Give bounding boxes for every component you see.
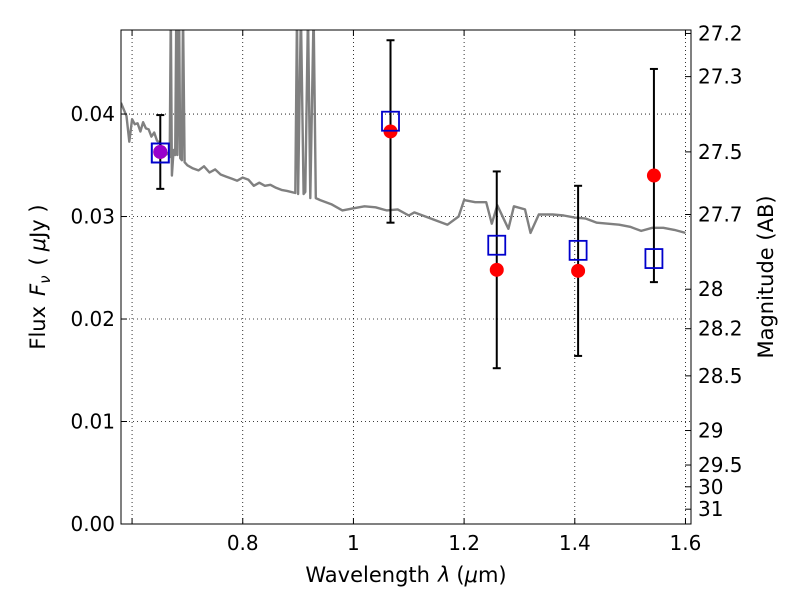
- y-tick-label: 0.01: [70, 410, 115, 434]
- y-tick-label: 0.04: [70, 102, 115, 126]
- model-flux-square: [644, 248, 664, 269]
- model-sed-line: [121, 30, 686, 235]
- y-tick-label: 0.03: [70, 205, 115, 229]
- y-axis-right-title: Magnitude (AB): [754, 195, 778, 358]
- right-tick-label: 29.5: [698, 453, 743, 477]
- plot-frame: [120, 29, 692, 525]
- plot-area: [121, 30, 686, 370]
- observed-flux-point: [571, 263, 586, 278]
- right-tick-label: 30: [698, 475, 723, 499]
- right-tick-label: 27.2: [698, 21, 743, 45]
- x-tick-label: 1: [347, 531, 360, 555]
- grid: [121, 30, 691, 525]
- right-tick-label: 27.5: [698, 140, 743, 164]
- y-tick-label: 0.02: [70, 307, 115, 331]
- model-flux-square: [487, 234, 507, 256]
- right-tick-label: 29: [698, 419, 723, 443]
- right-tick-label: 27.7: [698, 202, 743, 226]
- overlap-flux-point: [153, 144, 168, 159]
- right-tick-label: 28: [698, 277, 723, 301]
- x-tick-label: 1.4: [559, 531, 591, 555]
- observed-flux-point: [489, 262, 504, 277]
- y-tick-label: 0.00: [70, 512, 115, 536]
- right-tick-label: 27.3: [698, 65, 743, 89]
- observed-flux-point: [646, 168, 661, 183]
- right-tick-label: 31: [698, 497, 723, 521]
- x-tick-label: 0.8: [227, 531, 259, 555]
- x-axis-title: Wavelength λ (μm): [305, 563, 506, 587]
- x-tick-label: 1.2: [448, 531, 480, 555]
- model-flux-square: [568, 239, 588, 261]
- model-flux-square: [381, 110, 400, 132]
- axis-ticks: 0.8 1 1.2 1.4 1.6 0.00 0.01 0.02 0.03 0.04 27.2 27.…: [70, 21, 742, 555]
- right-tick-label: 28.5: [698, 364, 743, 388]
- y-axis-title: FluxFν(μJy ): [26, 204, 54, 349]
- x-tick-label: 1.6: [670, 531, 702, 555]
- right-tick-label: 28.2: [698, 317, 743, 341]
- model-flux-square: [150, 142, 170, 164]
